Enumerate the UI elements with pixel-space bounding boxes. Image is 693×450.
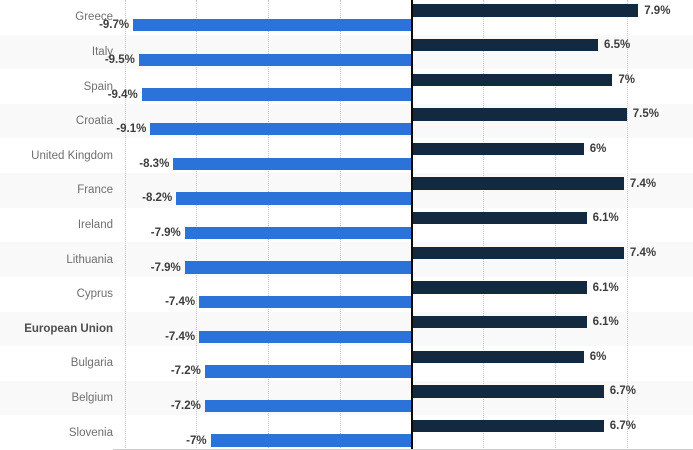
country-row: Italy -9.5% 6.5% xyxy=(0,35,693,70)
gridline xyxy=(555,0,556,450)
country-label: Greece xyxy=(75,11,113,24)
country-row: Slovenia -7% 6.7% xyxy=(0,415,693,450)
gridline xyxy=(196,0,198,450)
country-row: Cyprus -7.4% 6.1% xyxy=(0,277,693,312)
positive-bar[interactable] xyxy=(411,385,604,398)
negative-bar[interactable] xyxy=(199,330,412,344)
negative-value-label: -9.1% xyxy=(116,123,147,136)
negative-value-label: -7.9% xyxy=(150,261,181,274)
country-row: Croatia -9.1% 7.5% xyxy=(0,104,693,139)
country-label: Croatia xyxy=(75,115,113,128)
negative-value-label: -8.3% xyxy=(139,157,170,170)
negative-bar[interactable] xyxy=(204,365,412,378)
gridline xyxy=(268,0,269,450)
negative-value-label: -7.2% xyxy=(170,365,201,378)
positive-bar[interactable] xyxy=(411,246,624,260)
negative-value-label: -9.7% xyxy=(99,19,130,32)
positive-value-label: 6.5% xyxy=(604,39,631,52)
negative-bar[interactable] xyxy=(184,261,412,274)
negative-value-label: -7.4% xyxy=(165,296,196,309)
negative-bar[interactable] xyxy=(199,296,412,309)
positive-bar[interactable] xyxy=(411,315,587,329)
negative-bar[interactable] xyxy=(176,192,412,205)
negative-bar[interactable] xyxy=(138,53,412,67)
negative-bar[interactable] xyxy=(204,399,412,413)
negative-bar[interactable] xyxy=(210,434,412,447)
positive-bar[interactable] xyxy=(411,350,584,363)
positive-bar[interactable] xyxy=(411,419,604,433)
positive-value-label: 6% xyxy=(589,350,607,363)
negative-bar[interactable] xyxy=(184,226,412,240)
positive-value-label: 7.9% xyxy=(644,4,671,17)
negative-bar[interactable] xyxy=(133,19,412,32)
country-label: Italy xyxy=(91,45,113,58)
negative-value-label: -7.2% xyxy=(170,400,201,413)
positive-bar[interactable] xyxy=(411,281,587,294)
country-row: Lithuania -7.9% 7.4% xyxy=(0,242,693,277)
country-label: Belgium xyxy=(71,392,113,405)
zero-axis-line xyxy=(410,0,413,450)
gridline xyxy=(626,0,628,450)
positive-value-label: 7.4% xyxy=(629,246,657,259)
country-row: United Kingdom -8.3% 6% xyxy=(0,138,693,173)
country-row: Spain -9.4% 7% xyxy=(0,69,693,104)
positive-value-label: 6.1% xyxy=(592,212,619,225)
positive-value-label: 7.5% xyxy=(632,108,659,121)
positive-value-label: 6.1% xyxy=(592,281,619,294)
positive-value-label: 6% xyxy=(589,143,607,156)
country-label: Slovenia xyxy=(68,426,113,439)
positive-bar[interactable] xyxy=(411,4,639,17)
negative-bar[interactable] xyxy=(173,157,412,170)
country-row: Belgium -7.2% 6.7% xyxy=(0,381,693,416)
negative-value-label: -7.4% xyxy=(165,330,196,343)
country-label: Lithuania xyxy=(66,253,113,266)
negative-value-label: -9.4% xyxy=(107,88,138,101)
positive-bar[interactable] xyxy=(411,108,627,121)
country-label: Ireland xyxy=(77,218,113,231)
positive-bar[interactable] xyxy=(411,177,624,190)
positive-value-label: 7.4% xyxy=(629,177,657,190)
gridline xyxy=(483,0,485,450)
negative-value-label: -7.9% xyxy=(150,226,181,239)
positive-bar[interactable] xyxy=(411,73,613,86)
country-row: France -8.2% 7.4% xyxy=(0,173,693,208)
positive-value-label: 6.7% xyxy=(609,419,636,432)
positive-value-label: 6.1% xyxy=(592,316,619,329)
country-row: Ireland -7.9% 6.1% xyxy=(0,208,693,243)
country-label: Spain xyxy=(83,80,113,93)
negative-bar[interactable] xyxy=(150,122,412,136)
country-label: United Kingdom xyxy=(31,149,113,162)
country-label: Bulgaria xyxy=(70,357,113,370)
country-row: Greece -9.7% 7.9% xyxy=(0,0,693,35)
country-label: France xyxy=(77,184,113,197)
positive-value-label: 7% xyxy=(618,73,636,86)
country-label: European Union xyxy=(24,322,113,335)
positive-bar[interactable] xyxy=(411,212,587,225)
country-row: Bulgaria -7.2% 6% xyxy=(0,346,693,381)
gridline xyxy=(339,0,341,450)
negative-value-label: -9.5% xyxy=(104,53,135,66)
positive-bar[interactable] xyxy=(411,142,584,156)
country-label: Cyprus xyxy=(76,288,113,301)
country-row: European Union -7.4% 6.1% xyxy=(0,312,693,347)
negative-bar[interactable] xyxy=(141,88,412,101)
positive-bar[interactable] xyxy=(411,39,599,52)
positive-value-label: 6.7% xyxy=(609,385,636,398)
negative-value-label: -8.2% xyxy=(142,192,173,205)
negative-value-label: -7% xyxy=(186,434,207,447)
gridline xyxy=(124,0,126,450)
